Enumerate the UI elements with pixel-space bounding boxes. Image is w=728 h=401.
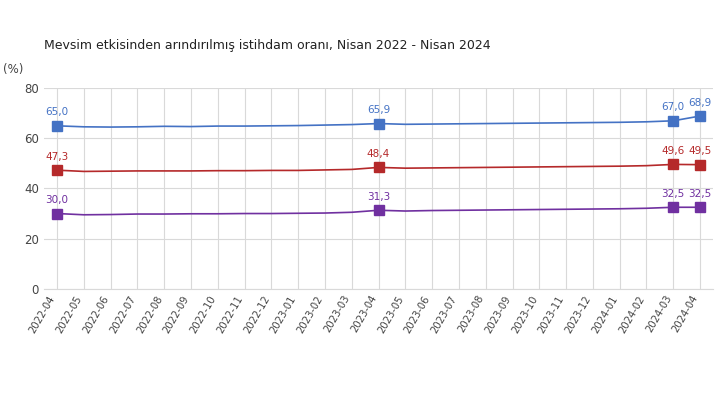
- Text: 65,0: 65,0: [46, 107, 68, 117]
- Text: 48,4: 48,4: [367, 149, 390, 159]
- Text: 68,9: 68,9: [689, 98, 712, 108]
- Text: 32,5: 32,5: [662, 189, 685, 199]
- Text: 49,6: 49,6: [662, 146, 685, 156]
- Text: (%): (%): [4, 63, 24, 76]
- Text: 32,5: 32,5: [689, 189, 712, 199]
- Text: 30,0: 30,0: [46, 195, 68, 205]
- Text: 47,3: 47,3: [45, 152, 68, 162]
- Text: 31,3: 31,3: [367, 192, 390, 202]
- Text: 67,0: 67,0: [662, 103, 685, 112]
- Text: Mevsim etkisinden arındırılmış istihdam oranı, Nisan 2022 - Nisan 2024: Mevsim etkisinden arındırılmış istihdam …: [44, 39, 490, 53]
- Text: 65,9: 65,9: [367, 105, 390, 115]
- Text: 49,5: 49,5: [689, 146, 712, 156]
- Legend: Toplam, Erkek, Kadın: Toplam, Erkek, Kadın: [280, 399, 478, 401]
